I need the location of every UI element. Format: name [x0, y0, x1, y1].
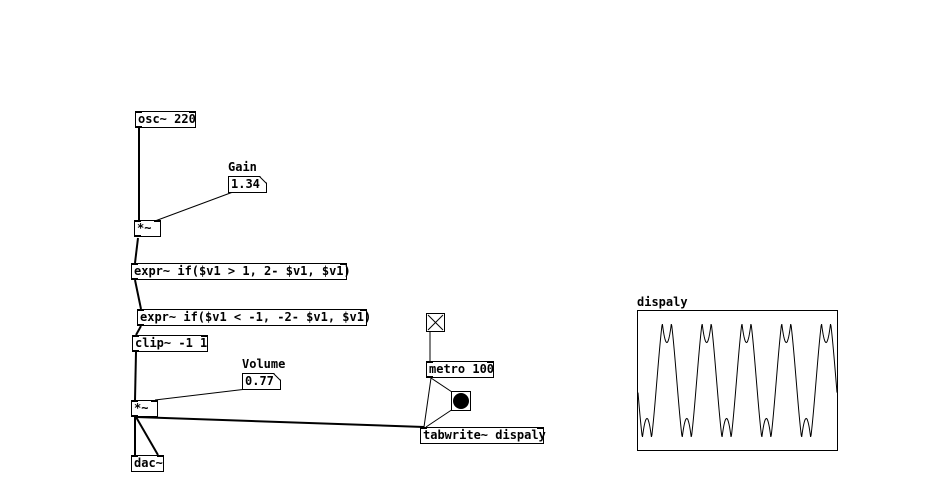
gain-multiply-text: *~ — [137, 221, 152, 235]
toggle-x-icon — [427, 314, 444, 331]
expr-fold-lower-object[interactable]: expr~ if($v1 < -1, -2- $v1, $v1) — [137, 309, 371, 326]
volume-number-box[interactable]: 0.77 — [242, 373, 281, 390]
volume-value: 0.77 — [245, 374, 274, 388]
clip-outlet[interactable] — [132, 350, 139, 352]
gain-value: 1.34 — [231, 177, 260, 191]
metro-toggle[interactable] — [426, 313, 445, 332]
metro-outlet[interactable] — [426, 376, 433, 378]
bang-button[interactable] — [451, 391, 471, 411]
expr-fold-upper-object[interactable]: expr~ if($v1 > 1, 2- $v1, $v1) — [131, 263, 351, 280]
volume-multiply-outlet[interactable] — [131, 415, 138, 417]
osc-outlet[interactable] — [135, 126, 142, 128]
expr-fold-lower-text: expr~ if($v1 < -1, -2- $v1, $v1) — [140, 310, 372, 324]
volume-multiply-text: *~ — [134, 401, 149, 415]
gain-multiply-object[interactable]: *~ — [134, 220, 161, 237]
expr-fold-upper-text: expr~ if($v1 > 1, 2- $v1, $v1) — [134, 264, 351, 278]
osc-object-text: osc~ 220 — [138, 112, 196, 126]
osc-object[interactable]: osc~ 220 — [135, 111, 196, 128]
volume-multiply-object[interactable]: *~ — [131, 400, 158, 417]
waveform-plot — [638, 323, 837, 438]
dac-object[interactable]: dac~ — [131, 455, 164, 472]
bang-flash-icon — [453, 393, 469, 409]
waveform-line — [638, 323, 837, 438]
expr-fold-upper-outlet[interactable] — [131, 278, 138, 280]
gain-multiply-outlet[interactable] — [134, 235, 141, 237]
dac-object-text: dac~ — [134, 456, 163, 470]
metro-object-text: metro 100 — [429, 362, 495, 376]
clip-object-text: clip~ -1 1 — [135, 336, 208, 350]
graph-title: dispaly — [637, 295, 688, 309]
tabwrite-object[interactable]: tabwrite~ dispaly — [420, 427, 546, 444]
gain-label: Gain — [228, 160, 257, 174]
array-graph[interactable] — [637, 310, 838, 451]
metro-object[interactable]: metro 100 — [426, 361, 494, 378]
expr-fold-lower-outlet[interactable] — [137, 324, 144, 326]
clip-object[interactable]: clip~ -1 1 — [132, 335, 208, 352]
gain-number-box[interactable]: 1.34 — [228, 176, 267, 193]
volume-label: Volume — [242, 357, 286, 371]
tabwrite-object-text: tabwrite~ dispaly — [423, 428, 546, 442]
